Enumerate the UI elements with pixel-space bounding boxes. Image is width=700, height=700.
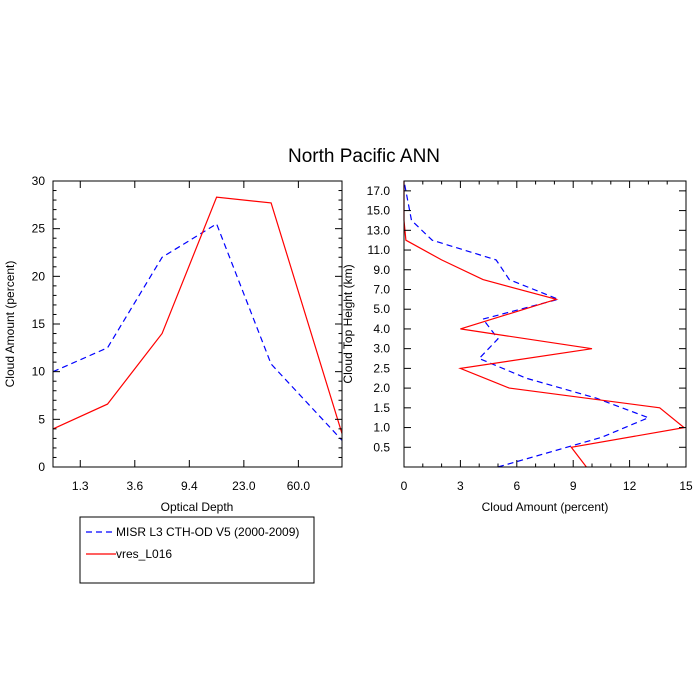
legend-box [79, 516, 315, 584]
right-y-tick-label: 0.5 [373, 440, 390, 454]
right-y-tick-label: 11.0 [368, 243, 391, 257]
legend-label-misr: MISR L3 CTH-OD V5 (2000-2009) [116, 525, 299, 539]
right-x-tick-label: 6 [513, 479, 520, 493]
right-plot-frame [403, 180, 687, 468]
right-series-model-line [403, 181, 686, 468]
right-y-tick-label: 17.0 [367, 184, 391, 198]
chart-title: North Pacific ANN [288, 146, 440, 167]
left-y-tick-label: 20 [32, 269, 46, 283]
left-panel: 0 5 10 15 20 25 30 1.3 3.6 9.4 23.0 60.0 Optical De… [3, 174, 343, 514]
left-plot-frame [52, 180, 343, 468]
right-y-tick-label: 9.0 [373, 263, 390, 277]
left-x-tick-label: 9.4 [181, 479, 198, 493]
right-y-tick-label: 3.0 [373, 342, 390, 356]
left-y-tick-label: 15 [32, 317, 46, 331]
right-x-axis-label: Cloud Amount (percent) [482, 500, 609, 514]
right-y-tick-label: 1.5 [373, 401, 390, 415]
left-series-model-line [52, 196, 343, 434]
right-x-tick-label: 3 [457, 479, 464, 493]
left-x-tick-label: 23.0 [232, 479, 256, 493]
left-y-tick-label: 5 [38, 412, 45, 426]
right-x-tick-label: 12 [623, 479, 637, 493]
left-ticks: 0 5 10 15 20 25 30 1.3 3.6 9.4 23.0 60.0 [32, 174, 342, 493]
right-y-tick-label: 1.0 [373, 421, 390, 435]
left-y-tick-label: 30 [32, 174, 46, 188]
legend: MISR L3 CTH-OD V5 (2000-2009) vres_L016 [79, 516, 315, 584]
left-series-layer [52, 196, 343, 441]
right-y-tick-label: 4.0 [373, 322, 390, 336]
left-series-misr-line [52, 223, 343, 441]
left-x-axis-label: Optical Depth [161, 500, 234, 514]
right-y-tick-label: 2.0 [373, 381, 390, 395]
right-y-tick-label: 5.0 [373, 302, 390, 316]
left-y-tick-label: 0 [38, 460, 45, 474]
left-x-tick-label: 3.6 [126, 479, 143, 493]
left-y-tick-label: 10 [32, 365, 46, 379]
right-series-layer [403, 180, 686, 468]
right-x-tick-label: 0 [401, 479, 408, 493]
right-x-tick-label: 15 [679, 479, 693, 493]
legend-label-model: vres_L016 [116, 547, 172, 561]
right-x-tick-label: 9 [570, 479, 577, 493]
right-ticks: 0.5 1.0 1.5 2.0 2.5 3.0 4.0 5.0 7.0 9.0 11.0 13.0 15… [367, 181, 693, 493]
left-x-tick-label: 60.0 [287, 479, 311, 493]
right-y-tick-label: 15.0 [367, 204, 391, 218]
right-y-tick-label: 2.5 [373, 361, 390, 375]
left-y-axis-label: Cloud Amount (percent) [3, 261, 17, 388]
right-series-misr-line [403, 180, 651, 468]
left-x-tick-label: 1.3 [72, 479, 89, 493]
right-y-tick-label: 13.0 [367, 223, 391, 237]
right-y-axis-label: Cloud Top Height (km) [341, 264, 355, 383]
right-y-tick-label: 7.0 [373, 282, 390, 296]
right-panel: 0.5 1.0 1.5 2.0 2.5 3.0 4.0 5.0 7.0 9.0 11.0 13.0 15… [341, 180, 693, 514]
left-y-tick-label: 25 [32, 222, 46, 236]
